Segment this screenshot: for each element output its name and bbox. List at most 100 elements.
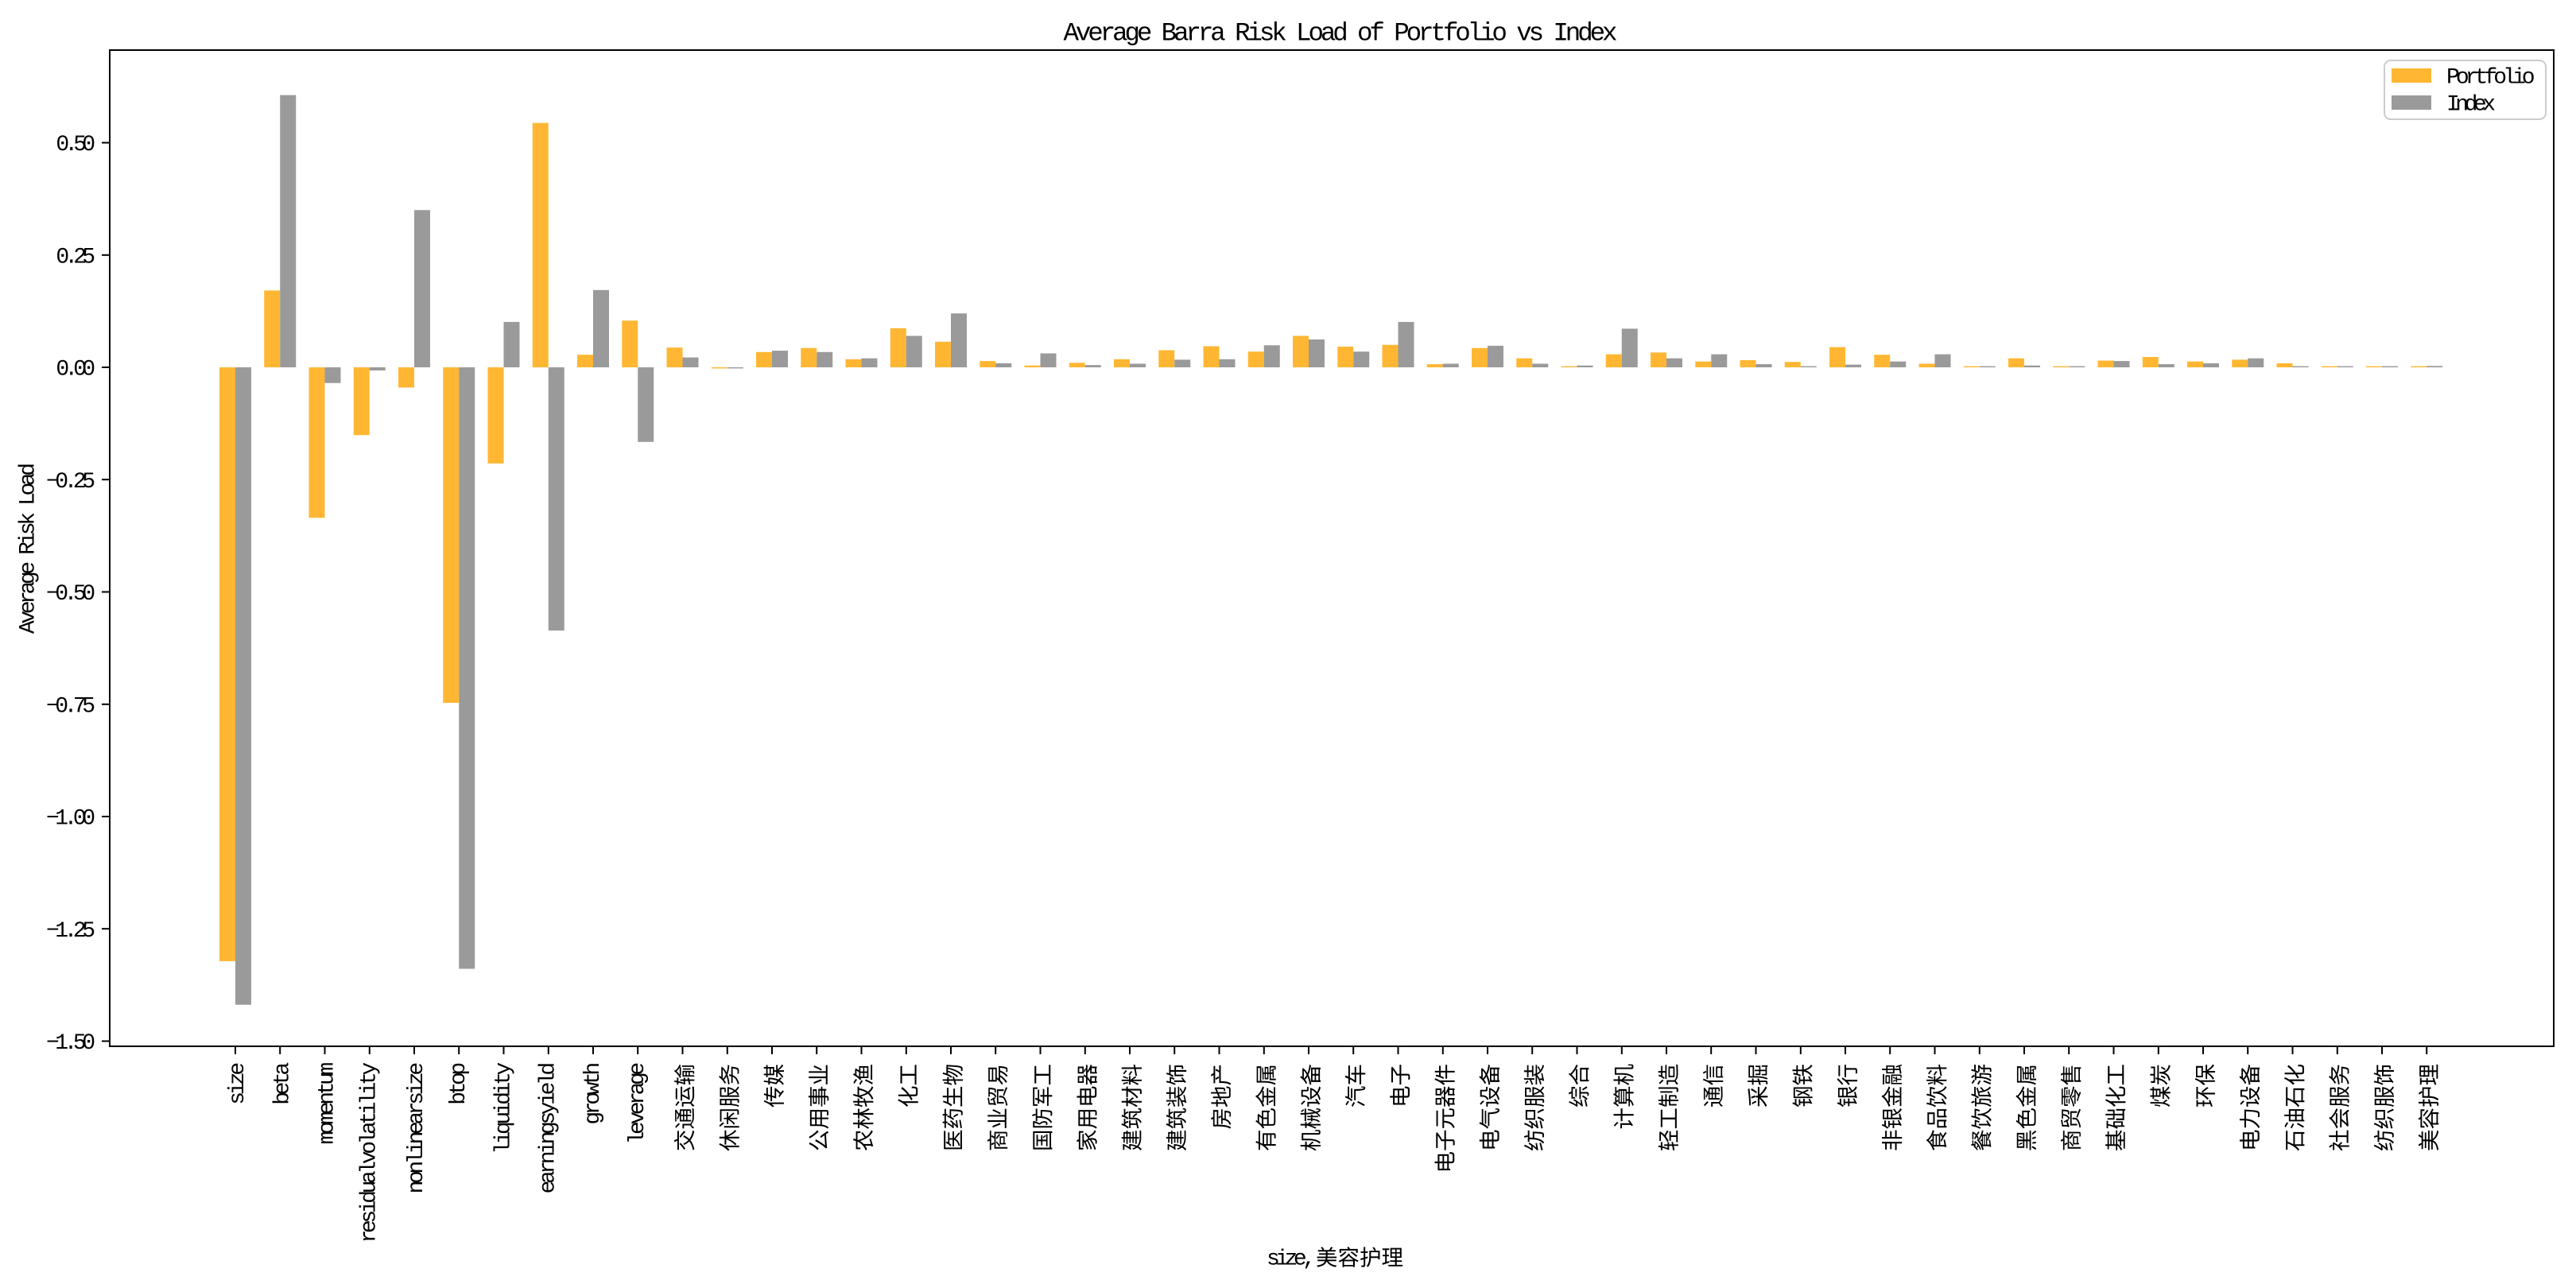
svg-text:u: u bbox=[491, 1111, 516, 1125]
svg-text:e: e bbox=[405, 1121, 429, 1135]
svg-text:a: a bbox=[358, 1170, 382, 1184]
svg-text:v: v bbox=[17, 611, 41, 624]
svg-text:s: s bbox=[358, 1210, 382, 1224]
svg-text:r: r bbox=[626, 1092, 650, 1105]
svg-text:e: e bbox=[626, 1101, 650, 1115]
svg-text:h: h bbox=[581, 1062, 606, 1076]
svg-text:w: w bbox=[581, 1081, 606, 1095]
svg-text:e: e bbox=[270, 1082, 295, 1096]
svg-text:d: d bbox=[537, 1062, 561, 1076]
svg-text:t: t bbox=[447, 1082, 471, 1096]
svg-text:−0.25: −0.25 bbox=[46, 470, 95, 495]
svg-text:t: t bbox=[316, 1082, 340, 1096]
svg-text:e: e bbox=[226, 1062, 250, 1076]
svg-text:p: p bbox=[447, 1062, 471, 1076]
svg-text:i: i bbox=[537, 1141, 561, 1154]
svg-text:m: m bbox=[316, 1111, 340, 1125]
svg-text:a: a bbox=[405, 1111, 429, 1125]
svg-text:L: L bbox=[17, 492, 41, 506]
svg-text:s: s bbox=[537, 1111, 561, 1125]
svg-text:y: y bbox=[358, 1062, 382, 1076]
svg-text:i: i bbox=[537, 1092, 561, 1105]
svg-text:i: i bbox=[405, 1082, 429, 1096]
svg-text:y: y bbox=[491, 1062, 516, 1076]
svg-text:0.00: 0.00 bbox=[56, 358, 95, 382]
svg-text:0.50: 0.50 bbox=[56, 133, 95, 157]
svg-text:Portfolio: Portfolio bbox=[2446, 66, 2535, 91]
svg-text:m: m bbox=[316, 1131, 340, 1145]
svg-text:q: q bbox=[491, 1121, 516, 1135]
svg-text:e: e bbox=[17, 561, 41, 575]
svg-text:s: s bbox=[405, 1092, 429, 1105]
svg-text:l: l bbox=[626, 1131, 650, 1145]
svg-text:o: o bbox=[17, 483, 41, 496]
svg-text:o: o bbox=[447, 1072, 471, 1085]
svg-text:u: u bbox=[316, 1072, 340, 1085]
svg-text:b: b bbox=[447, 1092, 471, 1105]
svg-text:e: e bbox=[316, 1101, 340, 1115]
svg-text:e: e bbox=[626, 1062, 650, 1076]
svg-text:e: e bbox=[537, 1082, 561, 1096]
svg-text:o: o bbox=[358, 1141, 382, 1154]
svg-text:0.25: 0.25 bbox=[56, 245, 95, 270]
svg-text:g: g bbox=[581, 1111, 606, 1125]
svg-text:o: o bbox=[316, 1121, 340, 1135]
svg-text:R: R bbox=[17, 541, 41, 555]
svg-text:a: a bbox=[17, 581, 41, 595]
svg-text:i: i bbox=[17, 532, 41, 545]
svg-text:n: n bbox=[405, 1161, 429, 1174]
svg-text:l: l bbox=[537, 1072, 561, 1085]
svg-text:g: g bbox=[626, 1072, 650, 1085]
svg-text:i: i bbox=[405, 1141, 429, 1154]
svg-text:−0.50: −0.50 bbox=[46, 582, 95, 607]
svg-text:t: t bbox=[491, 1072, 516, 1085]
svg-text:g: g bbox=[17, 571, 41, 584]
svg-text:n: n bbox=[537, 1150, 561, 1164]
svg-text:z: z bbox=[405, 1072, 429, 1085]
svg-text:l: l bbox=[358, 1131, 382, 1145]
svg-text:t: t bbox=[270, 1072, 295, 1085]
svg-text:k: k bbox=[17, 512, 41, 526]
svg-text:r: r bbox=[405, 1101, 429, 1115]
svg-text:i: i bbox=[491, 1131, 516, 1145]
svg-text:y: y bbox=[537, 1101, 561, 1115]
svg-text:−1.25: −1.25 bbox=[46, 919, 95, 944]
svg-text:s: s bbox=[17, 522, 41, 535]
svg-text:−0.75: −0.75 bbox=[46, 695, 95, 720]
svg-text:b: b bbox=[270, 1092, 295, 1105]
svg-text:u: u bbox=[358, 1181, 382, 1194]
svg-text:r: r bbox=[537, 1161, 561, 1174]
svg-text:a: a bbox=[270, 1062, 295, 1076]
svg-text:o: o bbox=[581, 1092, 606, 1105]
svg-text:v: v bbox=[626, 1111, 650, 1125]
svg-text:g: g bbox=[537, 1121, 561, 1135]
svg-text:Average Barra Risk Load of Por: Average Barra Risk Load of Portfolio vs … bbox=[1064, 18, 1618, 48]
svg-text:−1.50: −1.50 bbox=[46, 1031, 95, 1056]
svg-text:t: t bbox=[581, 1072, 606, 1085]
svg-text:Index: Index bbox=[2446, 93, 2496, 118]
svg-text:e: e bbox=[537, 1181, 561, 1194]
svg-text:e: e bbox=[358, 1220, 382, 1233]
svg-text:i: i bbox=[226, 1082, 250, 1096]
svg-text:s: s bbox=[226, 1092, 250, 1105]
svg-text:m: m bbox=[316, 1062, 340, 1076]
svg-text:n: n bbox=[405, 1131, 429, 1145]
svg-text:d: d bbox=[17, 463, 41, 476]
svg-text:i: i bbox=[358, 1200, 382, 1213]
svg-text:n: n bbox=[316, 1092, 340, 1105]
svg-text:d: d bbox=[358, 1190, 382, 1204]
svg-text:−1.00: −1.00 bbox=[46, 807, 95, 832]
svg-text:i: i bbox=[491, 1101, 516, 1115]
svg-text:d: d bbox=[491, 1092, 516, 1105]
svg-text:r: r bbox=[358, 1230, 382, 1243]
svg-text:v: v bbox=[358, 1150, 382, 1164]
svg-text:n: n bbox=[405, 1181, 429, 1194]
svg-text:l: l bbox=[358, 1161, 382, 1174]
svg-text:i: i bbox=[491, 1082, 516, 1096]
svg-text:a: a bbox=[358, 1121, 382, 1135]
svg-text:e: e bbox=[626, 1121, 650, 1135]
svg-text:l: l bbox=[405, 1150, 429, 1164]
svg-text:l: l bbox=[358, 1092, 382, 1105]
svg-text:t: t bbox=[358, 1111, 382, 1125]
svg-text:z: z bbox=[226, 1072, 250, 1085]
